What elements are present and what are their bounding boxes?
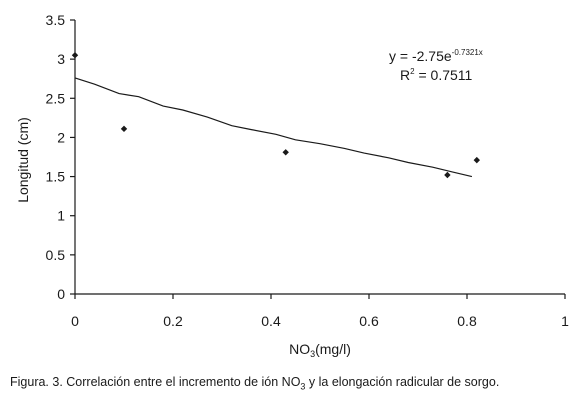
y-tick-label: 3.5 (46, 12, 66, 28)
y-axis-ticks: 0 0.5 1 1.5 2 2.5 3 3.5 (46, 12, 75, 302)
y-tick-label: 3 (57, 51, 65, 67)
y-tick-label: 2 (57, 129, 65, 145)
data-points (71, 52, 480, 179)
trendline (74, 77, 473, 178)
data-point (71, 52, 79, 59)
x-tick-label: 1 (561, 313, 569, 329)
r-squared: R2 = 0.7511 (400, 67, 473, 83)
data-point (120, 125, 128, 133)
data-point (282, 149, 289, 156)
x-axis-label: NO3(mg/l) (289, 341, 351, 359)
x-tick-label: 0 (71, 313, 79, 329)
trend-equation: y = -2.75e-0.7321x (389, 48, 483, 64)
x-axis-ticks: 0 0.2 0.4 0.6 0.8 1 (71, 294, 569, 329)
x-tick-label: 0.4 (261, 313, 281, 329)
figure-caption: Figura. 3. Correlación entre el incremen… (10, 375, 500, 392)
y-tick-label: 0.5 (46, 247, 66, 263)
x-tick-label: 0.6 (359, 313, 379, 329)
y-tick-label: 2.5 (46, 90, 66, 106)
x-tick-label: 0.2 (163, 313, 183, 329)
x-tick-label: 0.8 (457, 313, 477, 329)
y-axis-label: Longitud (cm) (15, 117, 31, 203)
y-tick-label: 1 (57, 208, 65, 224)
data-point (473, 156, 480, 164)
data-point (444, 171, 451, 179)
y-tick-label: 1.5 (46, 169, 66, 185)
y-tick-label: 0 (57, 286, 65, 302)
